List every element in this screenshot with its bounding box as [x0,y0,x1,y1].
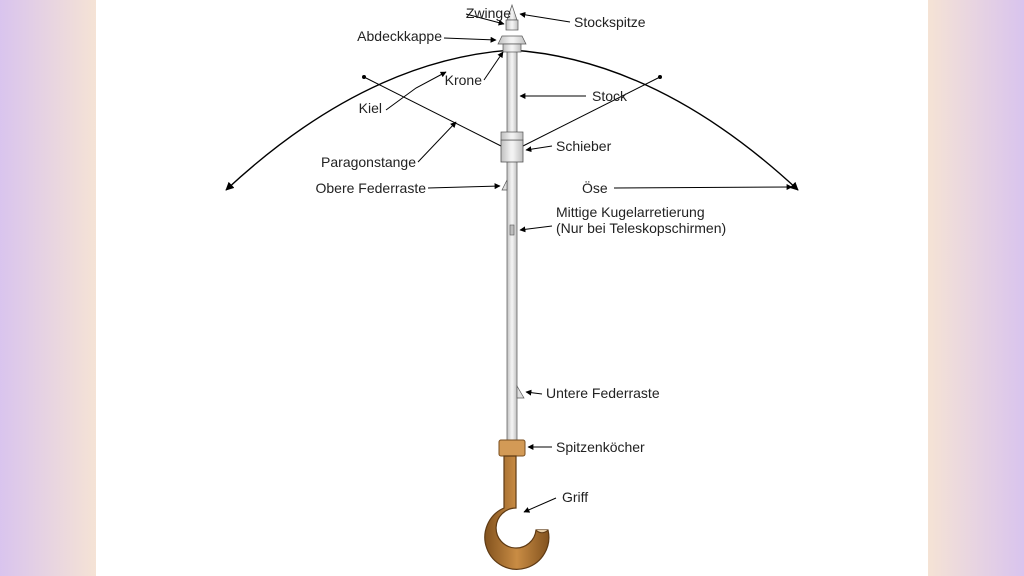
label-mittige-line2: (Nur bei Teleskopschirmen) [556,220,726,236]
label-zwinge: Zwinge [466,5,511,21]
label-krone: Krone [445,72,482,88]
canopy-rib-right [512,50,798,190]
label-mittige-line1: Mittige Kugelarretierung [556,204,705,220]
leader-griff [524,498,556,512]
leader-abdeckkappe [444,38,496,40]
mittige-kugelarretierung-mark [510,225,514,235]
leader-mittige [520,226,552,230]
label-stockspitze: Stockspitze [574,14,646,30]
schieber-runner [501,140,523,162]
zwinge-ferrule [506,20,518,30]
label-stock: Stock [592,88,627,104]
untere-federraste-notch [517,386,524,398]
schieber-collar [501,132,523,140]
label-griff: Griff [562,489,588,505]
label-kiel: Kiel [359,100,382,116]
spitzenkoecher-cup [499,440,525,456]
label-paragonstange: Paragonstange [321,154,416,170]
label-abdeckkappe: Abdeckkappe [357,28,442,44]
griff-handle [485,456,549,569]
leader-paragonstange [418,122,456,162]
diagram-canvas: Zwinge Stockspitze Abdeckkappe Krone Sto… [96,0,928,576]
label-oese: Öse [582,180,608,196]
leader-schieber [526,146,552,150]
stock-shaft [507,48,517,440]
abdeckkappe-cap [498,36,526,44]
umbrella-diagram-svg [96,0,928,576]
leader-stockspitze [520,14,570,22]
krone-notch [503,44,521,52]
leader-untere-federraste [526,392,542,394]
obere-federraste-notch [502,180,507,190]
leader-obere-federraste [428,186,500,188]
label-schieber: Schieber [556,138,611,154]
label-spitzenkoecher: Spitzenköcher [556,439,645,455]
label-obere-federraste: Obere Federraste [316,180,427,196]
gradient-band-left [0,0,96,576]
stretcher-left [364,77,505,148]
rib-joint-right [658,75,662,79]
leader-krone [484,52,503,80]
rib-joint-left [362,75,366,79]
leader-oese [614,187,792,188]
gradient-band-right [928,0,1024,576]
label-untere-federraste: Untere Federraste [546,385,660,401]
